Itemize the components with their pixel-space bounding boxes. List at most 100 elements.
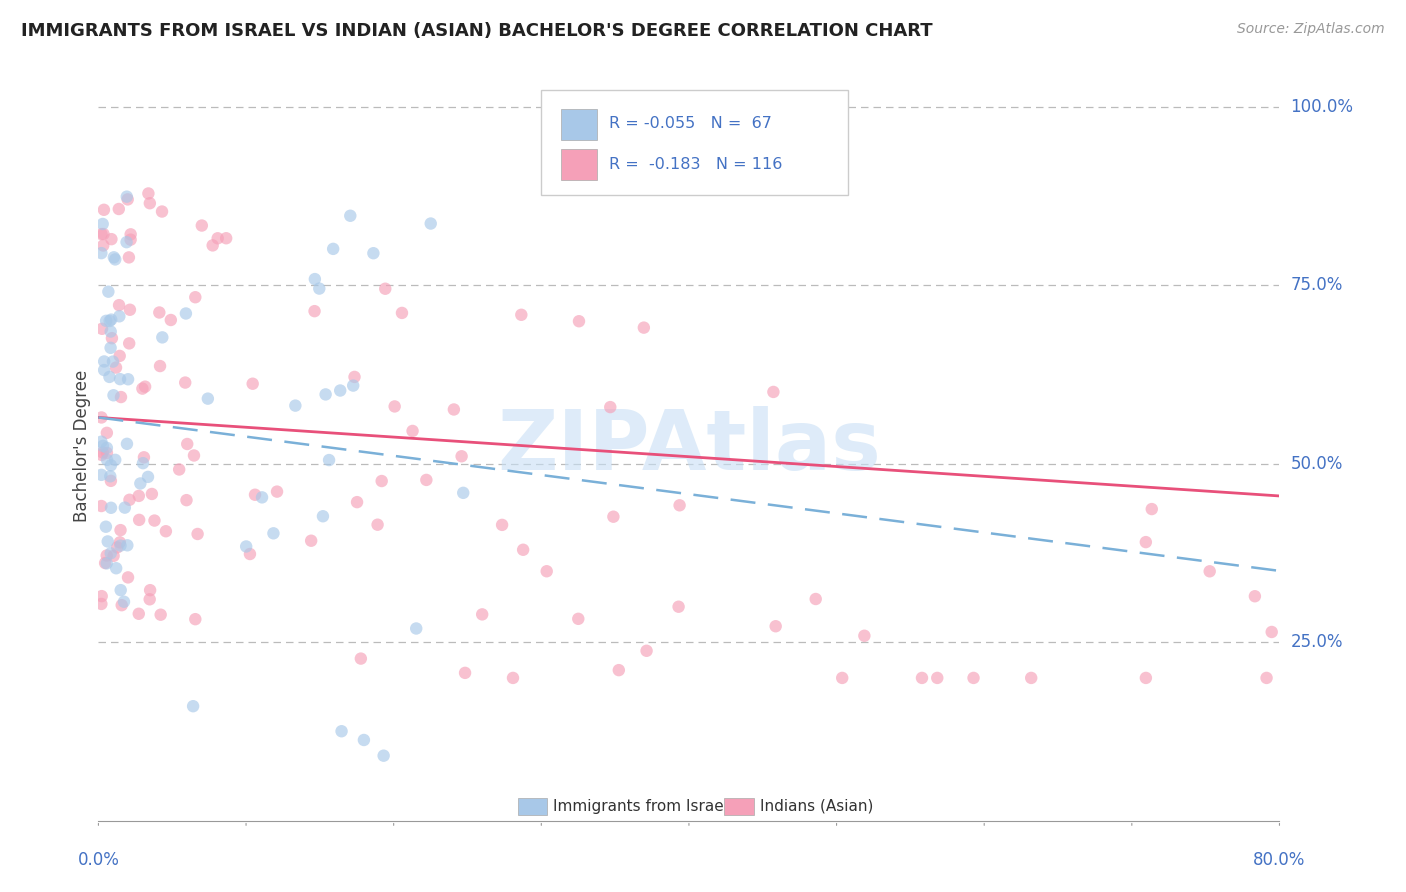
Point: [419, 217, 441, 231]
Point: [454, 665, 477, 680]
Point: [112, 595, 135, 609]
Point: [128, 489, 150, 503]
Point: [762, 384, 785, 399]
Point: [91, 238, 114, 252]
Point: [96, 446, 118, 460]
Text: 80.0%: 80.0%: [1253, 851, 1306, 869]
Point: [117, 193, 139, 207]
Point: [633, 320, 655, 334]
Point: [471, 607, 494, 622]
Point: [243, 488, 266, 502]
Point: [93, 363, 115, 377]
Point: [391, 306, 413, 320]
Point: [93, 227, 115, 241]
Point: [101, 354, 124, 368]
Point: [384, 400, 406, 414]
Point: [239, 547, 262, 561]
Point: [136, 470, 159, 484]
Point: [450, 450, 472, 464]
Point: [911, 671, 934, 685]
Point: [96, 425, 118, 440]
Point: [491, 517, 513, 532]
Point: [201, 238, 224, 252]
Point: [100, 546, 122, 560]
Text: Immigrants from Israel: Immigrants from Israel: [553, 799, 728, 814]
Point: [115, 437, 138, 451]
Point: [176, 493, 198, 508]
Y-axis label: Bachelor's Degree: Bachelor's Degree: [73, 370, 91, 522]
Point: [100, 232, 122, 246]
Point: [100, 312, 122, 326]
Point: [90, 448, 112, 462]
Point: [110, 539, 132, 553]
Point: [90, 589, 112, 603]
Point: [536, 564, 558, 578]
Point: [149, 359, 172, 373]
Point: [184, 612, 207, 626]
Point: [107, 202, 129, 216]
Point: [443, 402, 465, 417]
Point: [96, 441, 118, 455]
Point: [1244, 589, 1267, 603]
Point: [174, 306, 197, 320]
Point: [104, 252, 127, 267]
Point: [183, 449, 205, 463]
Point: [98, 370, 121, 384]
Point: [90, 467, 112, 482]
Point: [215, 231, 238, 245]
Point: [176, 437, 198, 451]
Point: [250, 491, 273, 505]
Point: [143, 514, 166, 528]
Point: [108, 535, 131, 549]
Point: [235, 540, 257, 554]
Point: [101, 331, 124, 345]
Point: [346, 495, 368, 509]
Point: [207, 231, 229, 245]
Text: ZIPAtlas: ZIPAtlas: [496, 406, 882, 486]
Point: [91, 439, 114, 453]
Point: [132, 456, 155, 470]
Point: [117, 372, 139, 386]
Point: [150, 330, 173, 344]
Point: [1198, 564, 1220, 578]
Point: [502, 671, 524, 685]
Point: [1256, 671, 1278, 685]
Point: [312, 509, 335, 524]
Point: [96, 557, 118, 571]
Point: [134, 379, 156, 393]
Point: [118, 251, 141, 265]
Point: [131, 382, 153, 396]
Point: [155, 524, 177, 539]
Point: [765, 619, 787, 633]
Point: [100, 458, 122, 473]
Point: [90, 597, 112, 611]
Point: [114, 500, 136, 515]
Point: [97, 534, 120, 549]
Point: [103, 250, 125, 264]
Point: [174, 376, 197, 390]
Point: [90, 246, 112, 260]
Point: [405, 622, 427, 636]
Bar: [724, 798, 754, 814]
Point: [115, 189, 138, 203]
Point: [242, 376, 264, 391]
Point: [96, 549, 118, 563]
Point: [187, 527, 209, 541]
Bar: [517, 798, 547, 814]
Text: 100.0%: 100.0%: [1291, 98, 1354, 116]
Point: [91, 322, 114, 336]
Point: [93, 202, 115, 217]
Point: [100, 474, 122, 488]
Point: [110, 523, 132, 537]
Point: [100, 325, 122, 339]
Point: [118, 492, 141, 507]
Point: [401, 424, 423, 438]
Point: [308, 282, 330, 296]
Point: [184, 290, 207, 304]
Point: [451, 486, 474, 500]
Text: R =  -0.183   N = 116: R = -0.183 N = 116: [609, 157, 782, 172]
Point: [1019, 671, 1042, 685]
Point: [1135, 671, 1157, 685]
Point: [1135, 535, 1157, 549]
Point: [138, 592, 160, 607]
